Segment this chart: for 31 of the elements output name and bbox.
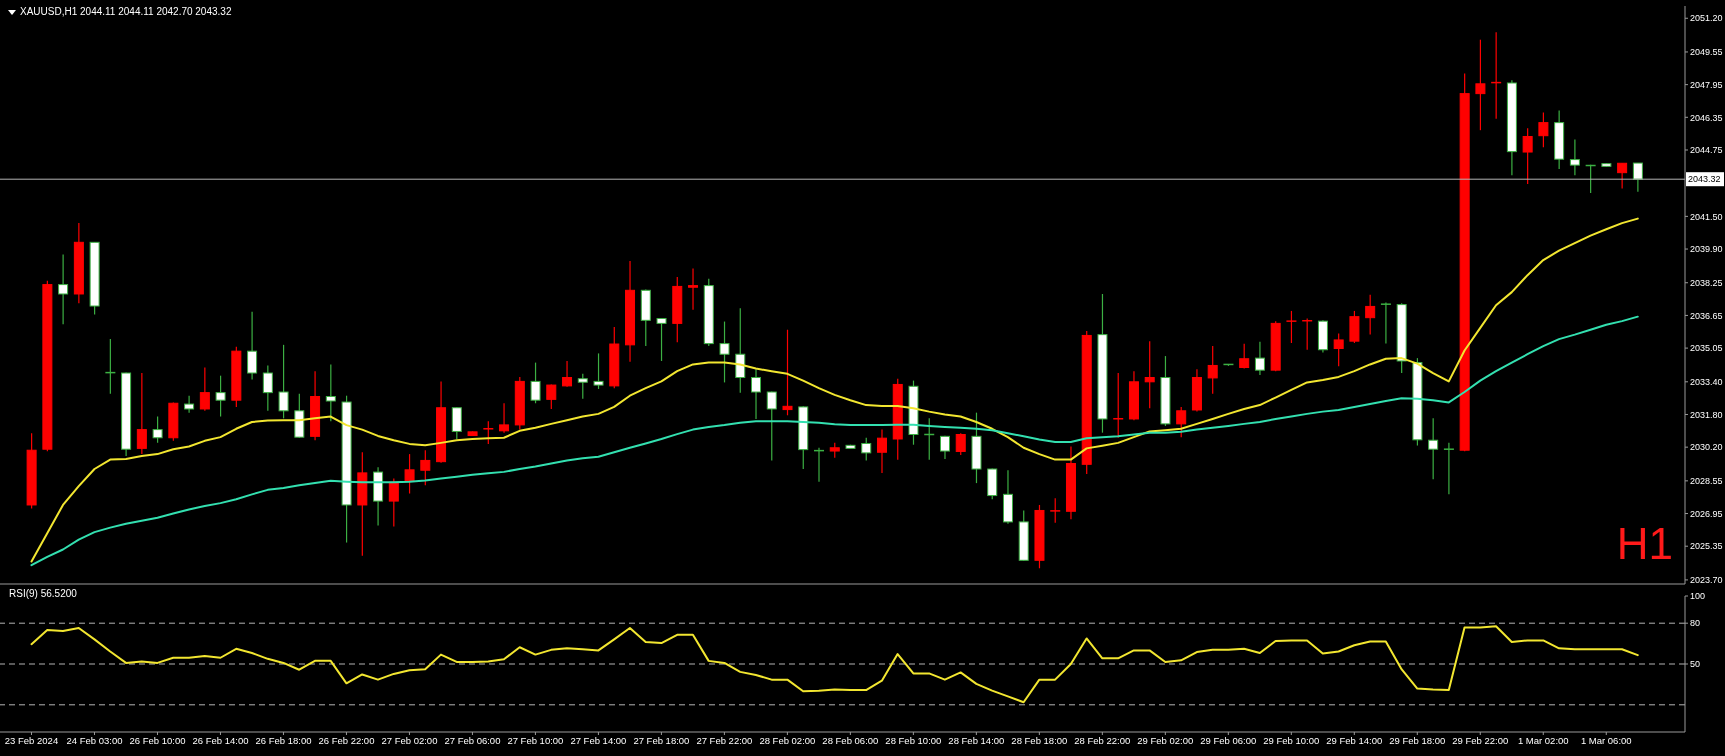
x-tick-label: 1 Mar 06:00: [1580, 734, 1632, 746]
chart-title: RSI(9) 56.5200: [9, 588, 77, 600]
x-tick-label: 29 Feb 02:00: [1137, 734, 1194, 746]
x-tick-label: 29 Feb 18:00: [1389, 734, 1446, 746]
x-tick-label: 29 Feb 10:00: [1263, 734, 1320, 746]
x-tick-label: 26 Feb 18:00: [255, 734, 312, 746]
x-tick-label: 28 Feb 18:00: [1011, 734, 1068, 746]
x-tick-label: 27 Feb 14:00: [570, 734, 627, 746]
x-tick-label: 29 Feb 22:00: [1452, 734, 1509, 746]
line-series: [30, 625, 1639, 704]
x-tick-label: 28 Feb 14:00: [948, 734, 1005, 746]
x-tick-label: 27 Feb 22:00: [696, 734, 753, 746]
x-tick-label: 28 Feb 10:00: [885, 734, 942, 746]
x-tick-label: 27 Feb 18:00: [633, 734, 690, 746]
x-tick-label: 26 Feb 10:00: [129, 734, 186, 746]
x-tick-label: 28 Feb 06:00: [822, 734, 879, 746]
y-tick-label: 80: [1690, 618, 1701, 629]
x-tick-label: 27 Feb 06:00: [444, 734, 501, 746]
x-tick-label: 28 Feb 02:00: [759, 734, 816, 746]
x-tick-label: 26 Feb 14:00: [192, 734, 249, 746]
x-tick-label: 28 Feb 22:00: [1074, 734, 1131, 746]
x-tick-label: 1 Mar 02:00: [1517, 734, 1569, 746]
x-tick-label: 29 Feb 06:00: [1200, 734, 1257, 746]
x-tick-label: 27 Feb 02:00: [381, 734, 438, 746]
x-tick-label: 26 Feb 22:00: [318, 734, 375, 746]
x-tick-label: 23 Feb 2024: [4, 734, 59, 746]
x-tick-label: 24 Feb 03:00: [66, 734, 123, 746]
x-tick-label: 27 Feb 10:00: [507, 734, 564, 746]
x-tick-label: 29 Feb 14:00: [1326, 734, 1383, 746]
y-tick-label: 100: [1690, 591, 1706, 602]
y-tick-label: 50: [1690, 659, 1701, 670]
